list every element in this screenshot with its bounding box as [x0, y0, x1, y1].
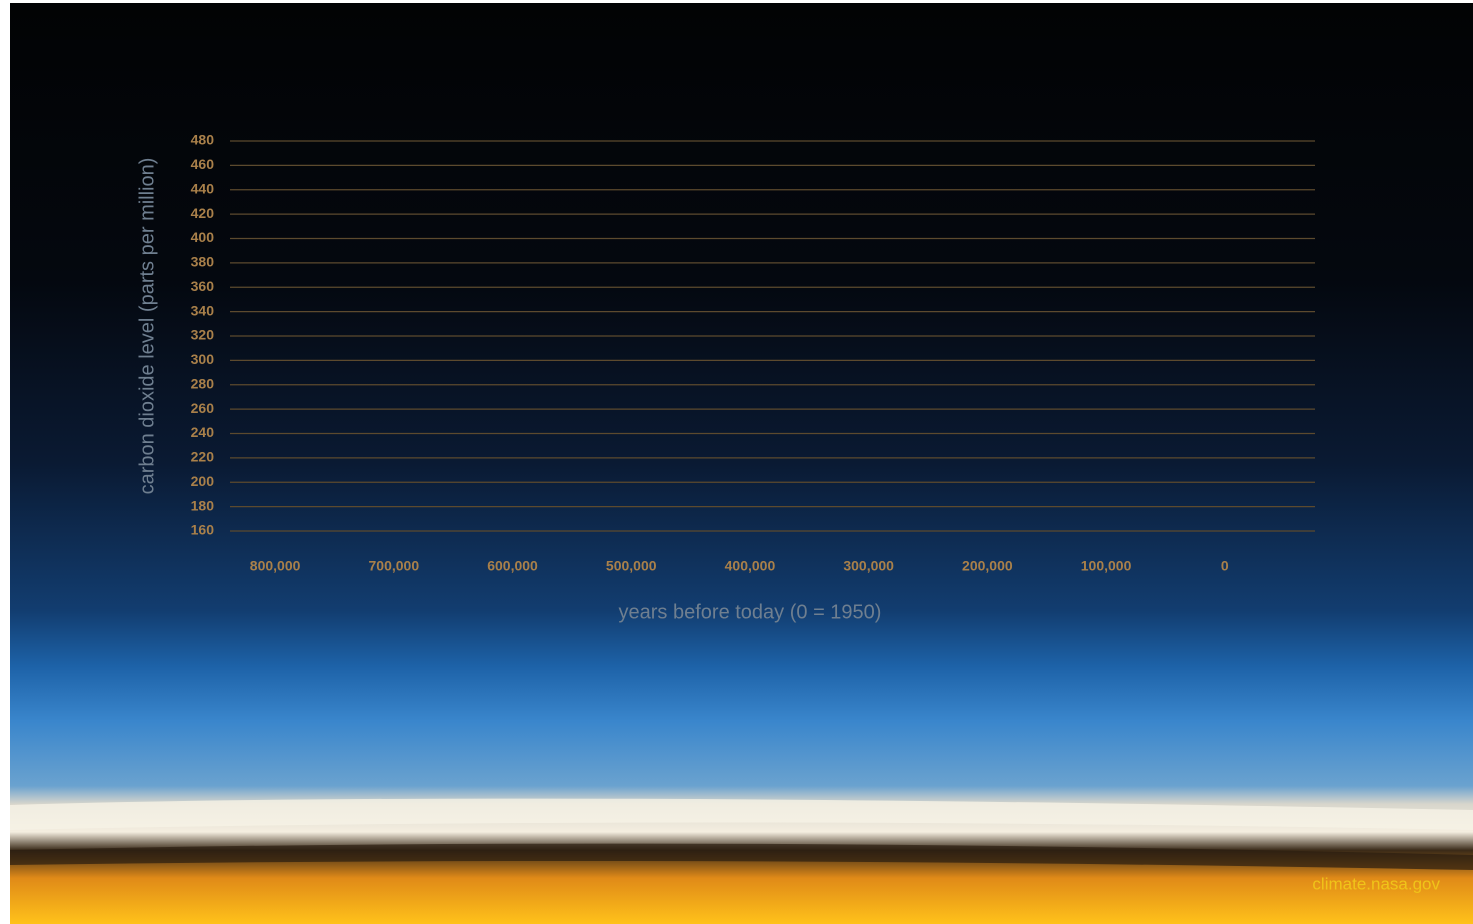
x-tick-label: 400,000: [725, 558, 776, 574]
y-tick-label: 420: [191, 205, 215, 221]
x-tick-label: 300,000: [843, 558, 894, 574]
y-tick-label: 240: [191, 424, 215, 440]
x-tick-label: 800,000: [250, 558, 301, 574]
source-credit: climate.nasa.gov: [1312, 874, 1440, 893]
y-tick-label: 280: [191, 375, 215, 391]
y-tick-label: 460: [191, 156, 215, 172]
y-tick-label: 220: [191, 449, 215, 465]
y-tick-label: 360: [191, 278, 215, 294]
x-tick-label: 600,000: [487, 558, 538, 574]
y-tick-label: 480: [191, 132, 215, 148]
y-tick-label: 300: [191, 351, 215, 367]
dark-band: [10, 843, 1473, 870]
y-tick-label: 400: [191, 229, 215, 245]
y-tick-label: 340: [191, 302, 215, 318]
x-tick-label: 0: [1221, 558, 1229, 574]
x-tick-label: 100,000: [1081, 558, 1132, 574]
x-tick-label: 200,000: [962, 558, 1013, 574]
y-tick-label: 200: [191, 473, 215, 489]
y-tick-label: 380: [191, 254, 215, 270]
x-tick-label: 700,000: [369, 558, 420, 574]
y-tick-label: 440: [191, 180, 215, 196]
x-tick-label: 500,000: [606, 558, 657, 574]
y-tick-label: 160: [191, 522, 215, 538]
cloud-band: [10, 798, 1473, 830]
background: [10, 3, 1473, 924]
y-tick-label: 260: [191, 400, 215, 416]
y-tick-label: 320: [191, 327, 215, 343]
x-axis-label: years before today (0 = 1950): [619, 601, 882, 623]
y-tick-label: 180: [191, 497, 215, 513]
y-axis-label: carbon dioxide level (parts per million): [136, 158, 158, 495]
